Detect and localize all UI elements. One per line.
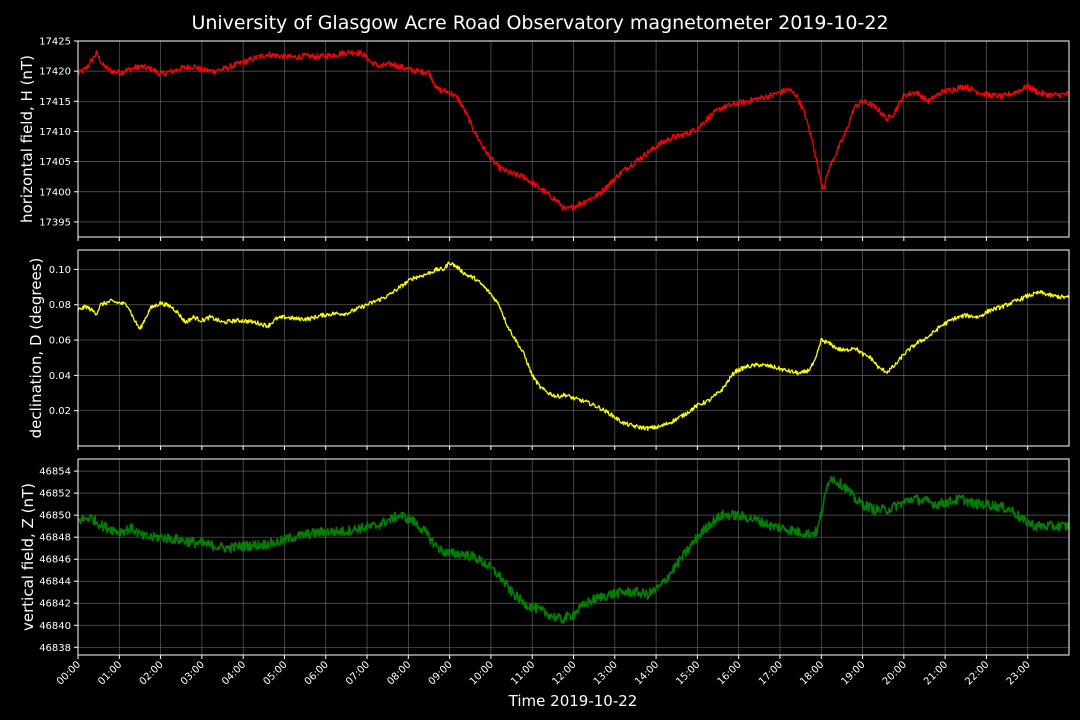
y-tick-label: 17425 (39, 37, 71, 48)
y-tick-label: 46840 (39, 621, 71, 632)
y-tick-label: 46854 (39, 467, 71, 478)
y-tick-label: 0.02 (49, 406, 71, 417)
y-tick-label: 46838 (39, 643, 71, 654)
plot-border (77, 249, 1070, 447)
vertical-field-ylabel: vertical field, Z (nT) (19, 483, 37, 631)
y-tick-label: 46852 (39, 489, 71, 500)
x-axis-label: Time 2019-10-22 (508, 692, 638, 710)
y-tick-label: 0.06 (49, 336, 71, 347)
declination-panel: declination, D (degrees) 0.02 0.04 0.06 0.0… (27, 249, 1070, 450)
y-tick-label: 0.10 (49, 265, 71, 276)
y-tick-label: 17405 (39, 157, 71, 168)
declination-ylabel: declination, D (degrees) (27, 258, 45, 439)
plot-border (77, 458, 1070, 656)
series-line (77, 261, 1070, 432)
y-tick-label: 46848 (39, 533, 71, 544)
figure-title: University of Glasgow Acre Road Observat… (191, 12, 888, 34)
y-tick-label: 0.08 (49, 300, 71, 311)
y-tick-label: 46846 (39, 555, 71, 566)
y-tick-label: 0.04 (49, 371, 71, 382)
y-tick-label: 17420 (39, 67, 71, 78)
y-tick-label: 46844 (39, 577, 71, 588)
y-tick-label: 46850 (39, 511, 71, 522)
horizontal-field-panel: horizontal field, H (nT) 17395 17400 17405… (18, 37, 1070, 241)
plot-border (77, 40, 1070, 238)
y-tick-label: 17395 (39, 217, 71, 228)
vertical-field-panel: vertical field, Z (nT) 46838 46840 46842 46… (19, 458, 1070, 688)
y-tick-label: 17415 (39, 97, 71, 108)
y-tick-label: 17410 (39, 127, 71, 138)
horizontal-field-ylabel: horizontal field, H (nT) (18, 55, 36, 223)
y-tick-label: 46842 (39, 599, 71, 610)
series-line (77, 476, 1070, 624)
y-tick-label: 17400 (39, 187, 71, 198)
series-line (77, 49, 1070, 211)
